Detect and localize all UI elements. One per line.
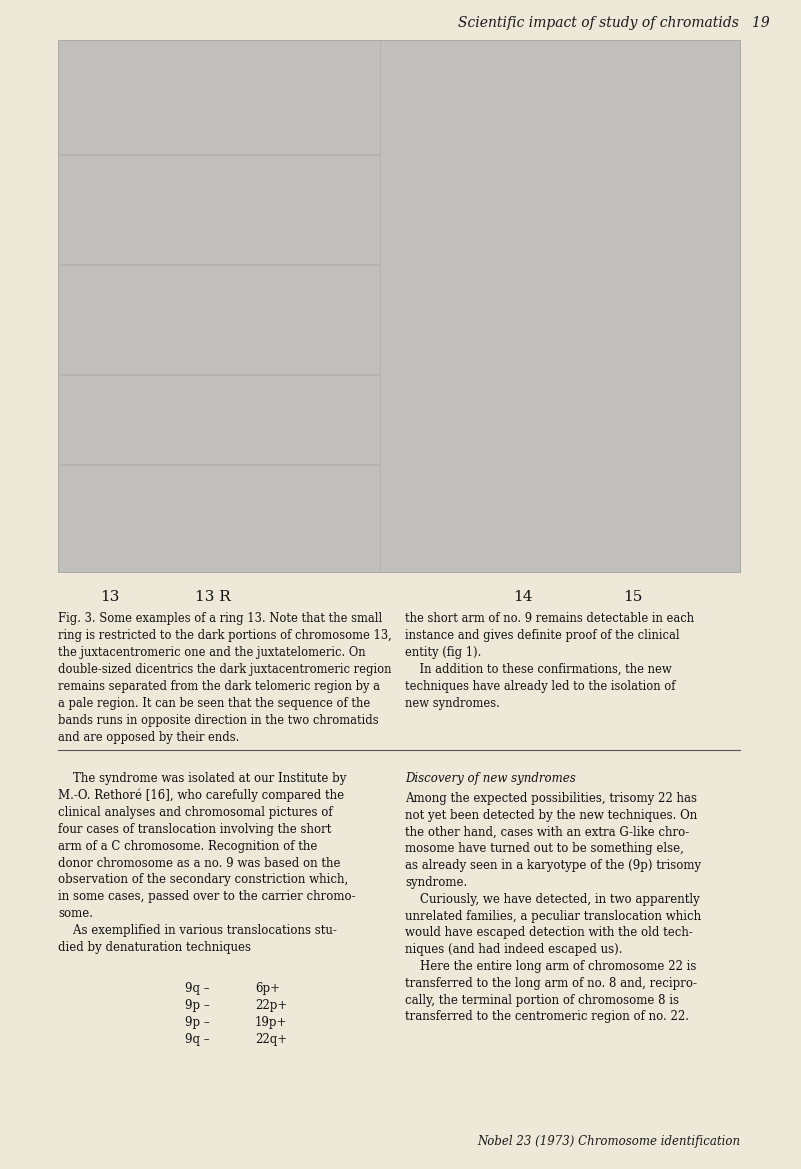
Text: Fig. 3. Some examples of a ring 13. Note that the small
ring is restricted to th: Fig. 3. Some examples of a ring 13. Note… <box>58 613 392 743</box>
Text: 9p –: 9p – <box>185 1016 210 1029</box>
Text: 9q –: 9q – <box>185 1033 210 1046</box>
Text: Among the expected possibilities, trisomy 22 has
not yet been detected by the ne: Among the expected possibilities, trisom… <box>405 793 701 1023</box>
Text: Nobel 23 (1973) Chromosome identification: Nobel 23 (1973) Chromosome identificatio… <box>477 1135 740 1148</box>
Text: Discovery of new syndromes: Discovery of new syndromes <box>405 772 576 786</box>
Text: 9q –: 9q – <box>185 982 210 995</box>
Text: 13 R: 13 R <box>195 590 231 604</box>
Text: 9p –: 9p – <box>185 999 210 1012</box>
Text: 6p+: 6p+ <box>255 982 280 995</box>
Text: 22q+: 22q+ <box>255 1033 287 1046</box>
Text: 13: 13 <box>100 590 119 604</box>
Text: 15: 15 <box>623 590 642 604</box>
Text: 19p+: 19p+ <box>255 1016 288 1029</box>
Text: 14: 14 <box>513 590 533 604</box>
Text: 22p+: 22p+ <box>255 999 288 1012</box>
FancyBboxPatch shape <box>58 40 740 572</box>
Text: the short arm of no. 9 remains detectable in each
instance and gives definite pr: the short arm of no. 9 remains detectabl… <box>405 613 694 710</box>
Text: Scientific impact of study of chromatids   19: Scientific impact of study of chromatids… <box>458 16 770 30</box>
Text: The syndrome was isolated at our Institute by
M.-O. Rethoré [16], who carefully : The syndrome was isolated at our Institu… <box>58 772 356 954</box>
